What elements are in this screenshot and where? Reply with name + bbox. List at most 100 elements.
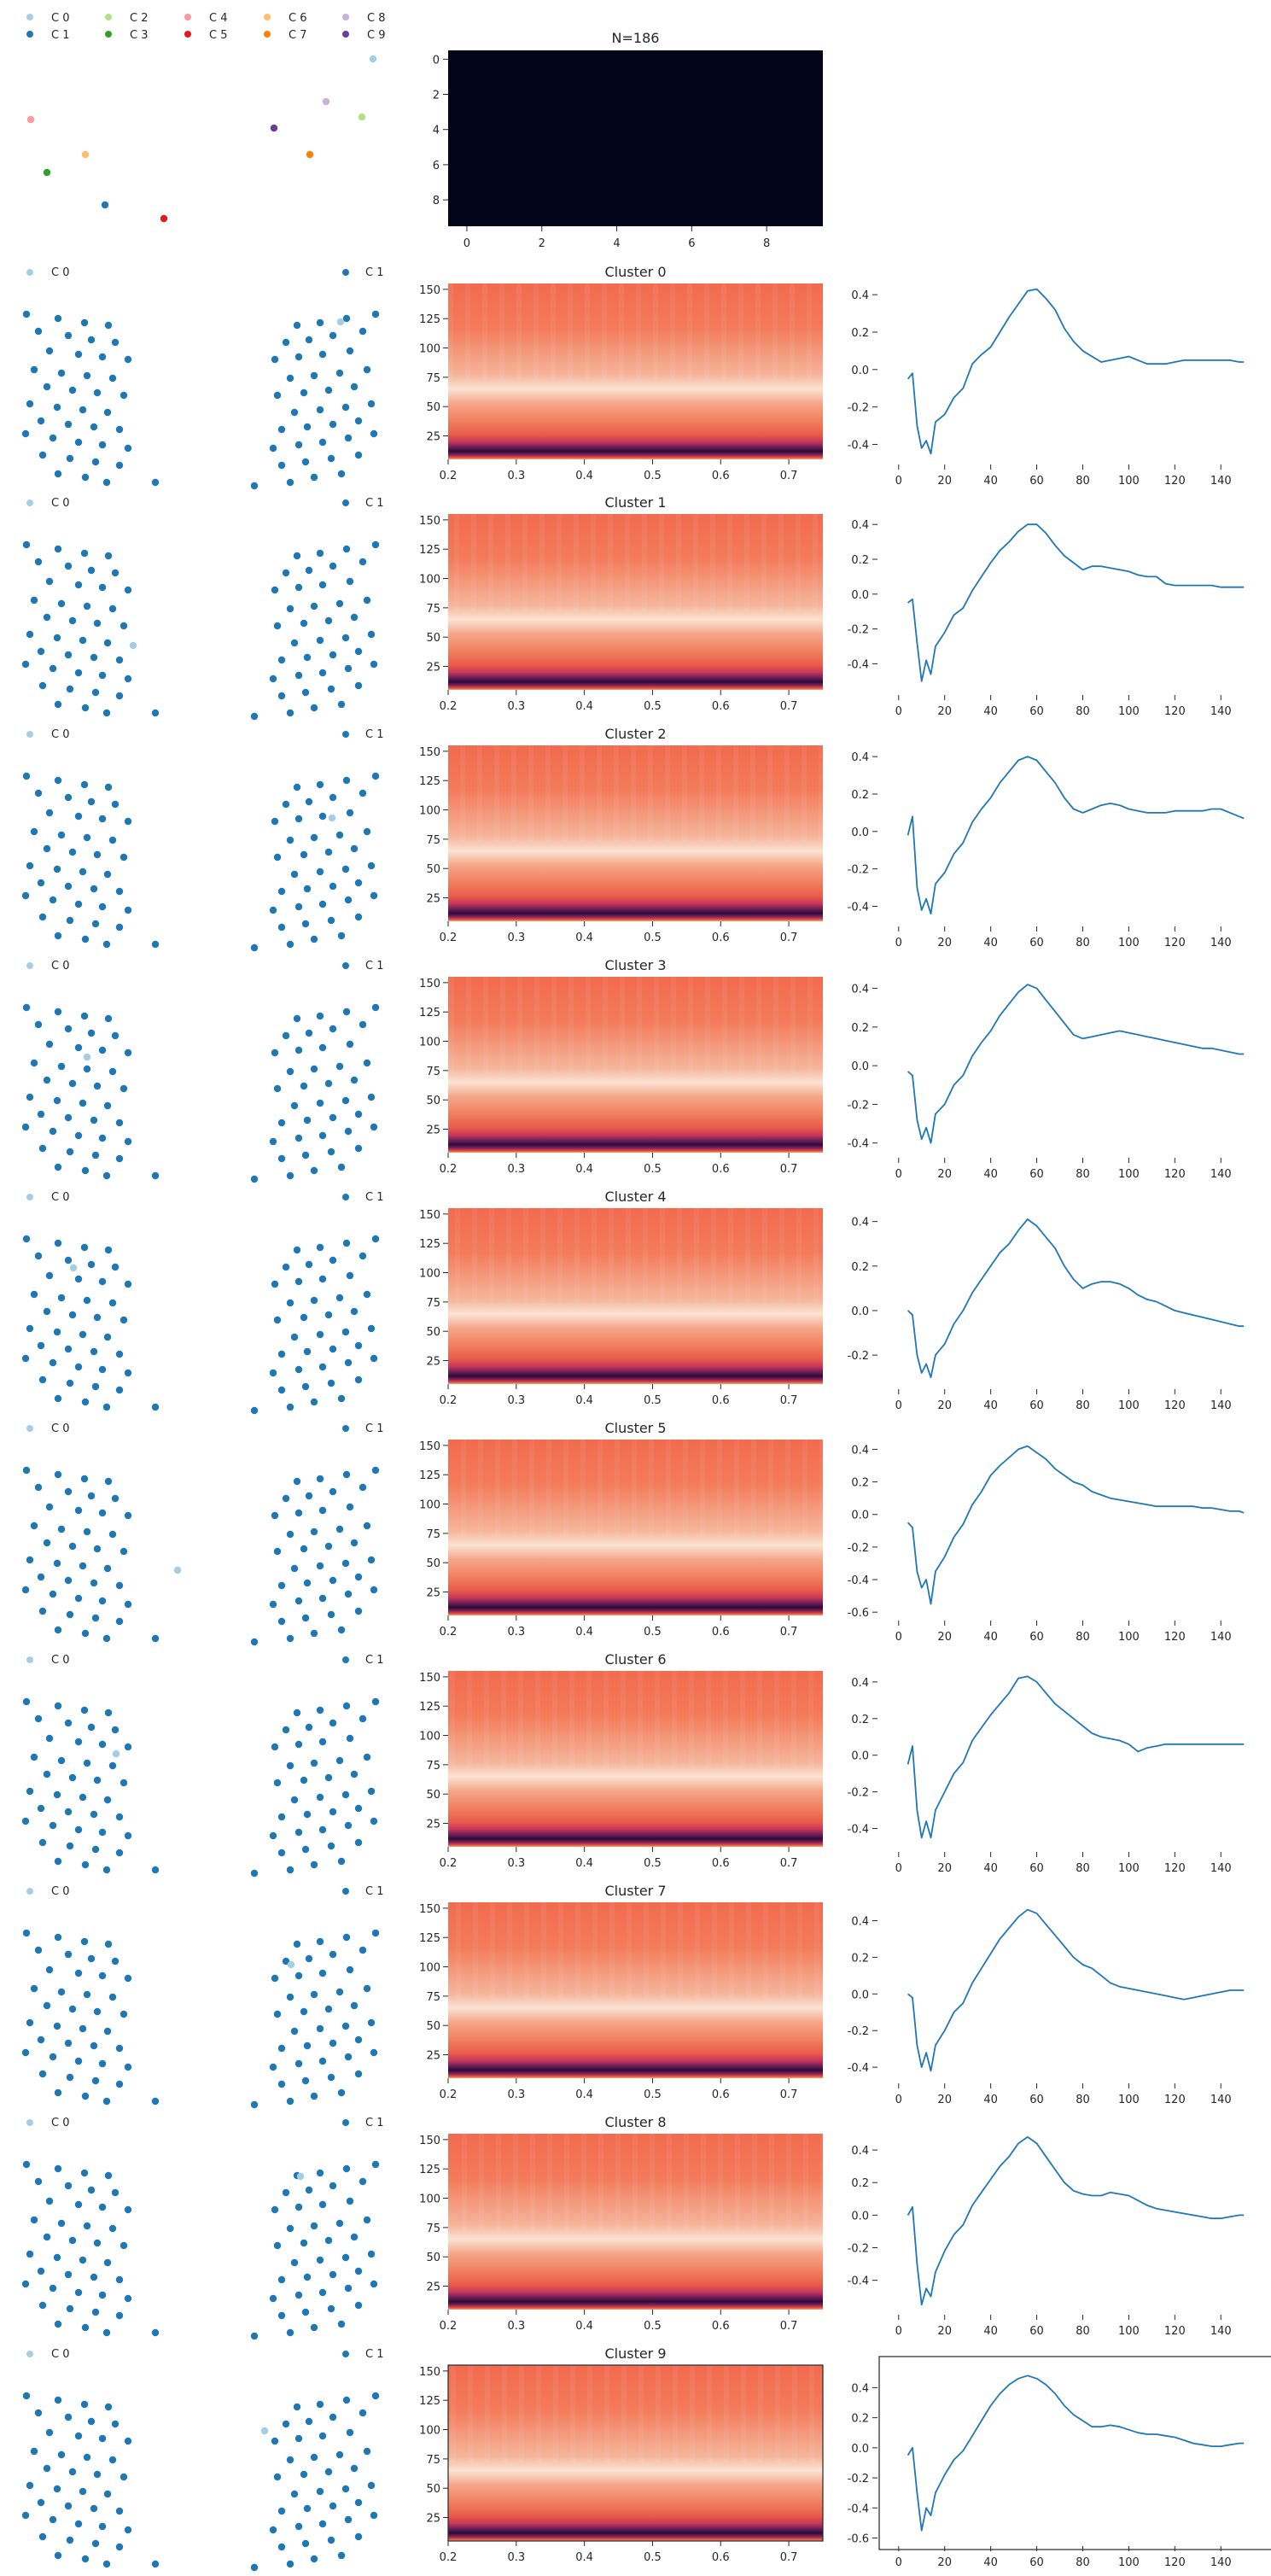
spectrogram-texture <box>615 1440 620 1537</box>
electrode-dot <box>271 355 279 364</box>
electrode-dot <box>354 2267 363 2275</box>
electrode-dot <box>370 2511 378 2520</box>
cluster-legend-c1-marker <box>342 1194 349 1200</box>
electrode-dot <box>22 2160 31 2169</box>
electrode-dot <box>91 1845 100 1854</box>
electrode-dot <box>38 451 47 459</box>
electrode-dot <box>354 1804 363 1813</box>
electrode-dot <box>318 1969 327 1977</box>
electrode-dot <box>80 2400 89 2409</box>
cluster-legend-c0-label: C 0 <box>51 1191 69 1204</box>
top-scatter-point-6 <box>270 124 278 132</box>
electrode-dot <box>371 772 380 780</box>
electrode-dot <box>80 780 89 789</box>
electrode-dot <box>316 1475 324 1483</box>
electrode-dot <box>22 1003 31 1012</box>
electrode-dot <box>359 1020 367 1029</box>
spectrogram-texture <box>643 1208 648 1306</box>
electrode-dot <box>367 2481 376 2490</box>
spectrogram-title: Cluster 1 <box>604 494 666 511</box>
spectrogram-texture <box>563 745 568 843</box>
electrode-dot <box>57 1988 66 1996</box>
electrode-dot <box>90 1579 98 1587</box>
electrode-dot <box>74 1969 83 1977</box>
electrode-dot <box>37 647 45 656</box>
spectrogram-ytick-label: 100 <box>419 2425 440 2438</box>
spectrogram-xtick-label: 0.4 <box>575 2088 593 2101</box>
electrode-dot <box>329 793 337 802</box>
electrode-dot <box>83 2222 91 2230</box>
heatmap-ytick-label-4: 8 <box>433 195 440 207</box>
spectrogram-texture <box>523 1208 528 1306</box>
cluster-legend-c0-label: C 0 <box>51 2348 69 2361</box>
spectrogram-ytick-label: 100 <box>419 574 440 587</box>
spectrogram-texture <box>479 2134 484 2231</box>
electrode-dot <box>64 2182 73 2190</box>
spectrogram-texture <box>570 2365 575 2462</box>
electrode-dot <box>37 417 45 425</box>
spectrogram-texture <box>790 977 796 1074</box>
spectrogram-texture <box>688 977 693 1074</box>
electrode-dot <box>286 1067 294 1076</box>
electrode-dot <box>341 1790 350 1799</box>
electrode-dot <box>294 441 303 449</box>
cluster-row-3: C 0 C 1 Cluster 3 25 50 75 100 125 150 0.2 0.3 0.4 0… <box>21 957 1245 1183</box>
electrode-dot <box>45 1040 54 1049</box>
spectrogram-texture <box>524 1902 529 2000</box>
top-scatter-point-3 <box>81 150 90 159</box>
spectrogram-texture <box>574 1208 580 1306</box>
spectrogram-texture <box>773 977 778 1074</box>
electrode-dot <box>66 1148 74 1156</box>
spectrogram-texture <box>472 1208 477 1306</box>
electrode-dot <box>310 1860 318 1869</box>
electrode-dot <box>294 815 303 823</box>
spectrogram-texture <box>534 977 539 1074</box>
electrode-dot <box>301 2308 310 2316</box>
spectrogram-xtick-label: 0.7 <box>780 1163 798 1176</box>
electrode-dot <box>68 1773 77 1782</box>
electrode-dot <box>103 639 112 647</box>
lineplot-xtick-label: 20 <box>937 475 952 488</box>
cluster-legend-c0-label: C 0 <box>51 266 69 279</box>
cluster-legend-c0-marker <box>26 731 33 738</box>
lineplot-ytick-label: -0.2 <box>848 1350 869 1363</box>
electrode-dot <box>151 1171 160 1180</box>
electrode-dot <box>43 383 51 391</box>
electrode-dot <box>337 1394 346 1403</box>
electrode-dot <box>22 1929 31 1937</box>
electrode-dot <box>93 2470 102 2479</box>
electrode-dot <box>83 1759 91 1767</box>
spectrogram-texture <box>608 514 613 611</box>
spectrogram-texture <box>529 1440 534 1537</box>
electrode-dot <box>81 1166 90 1175</box>
electrode-dot <box>108 1761 117 1770</box>
lineplot-series-line <box>907 2374 1245 2532</box>
electrode-dot <box>269 906 277 914</box>
spectrogram-ytick-label: 150 <box>419 1209 440 1222</box>
spectrogram-texture <box>530 2134 535 2231</box>
electrode-dot <box>269 2294 277 2303</box>
spectrogram-xtick-label: 0.4 <box>575 1163 593 1176</box>
electrode-dot <box>53 2022 61 2030</box>
spectrogram-texture <box>638 2365 644 2462</box>
electrode-dot <box>98 1971 107 1980</box>
lineplot-xtick-label: 120 <box>1164 475 1186 488</box>
spectrogram-texture <box>568 977 574 1074</box>
electrode-dot <box>300 388 308 397</box>
electrode-dot <box>66 2536 74 2544</box>
electrode-dot <box>108 836 117 844</box>
spectrogram-xtick-label: 0.4 <box>575 2320 593 2333</box>
electrode-dot <box>286 2456 294 2464</box>
electrode-dot <box>103 408 112 417</box>
electrode-dot <box>354 1376 363 1384</box>
electrode-dot <box>318 1363 327 1371</box>
lineplot-xtick-label: 80 <box>1076 937 1090 949</box>
electrode-dot <box>26 2481 34 2490</box>
electrode-dot <box>350 1307 359 1316</box>
electrode-dot <box>359 789 367 797</box>
lineplot-xtick-label: 80 <box>1076 1862 1090 1875</box>
electrode-dot <box>367 630 376 639</box>
spectrogram-texture <box>762 1208 767 1306</box>
electrode-dot <box>324 386 333 394</box>
electrode-dot <box>124 817 132 826</box>
